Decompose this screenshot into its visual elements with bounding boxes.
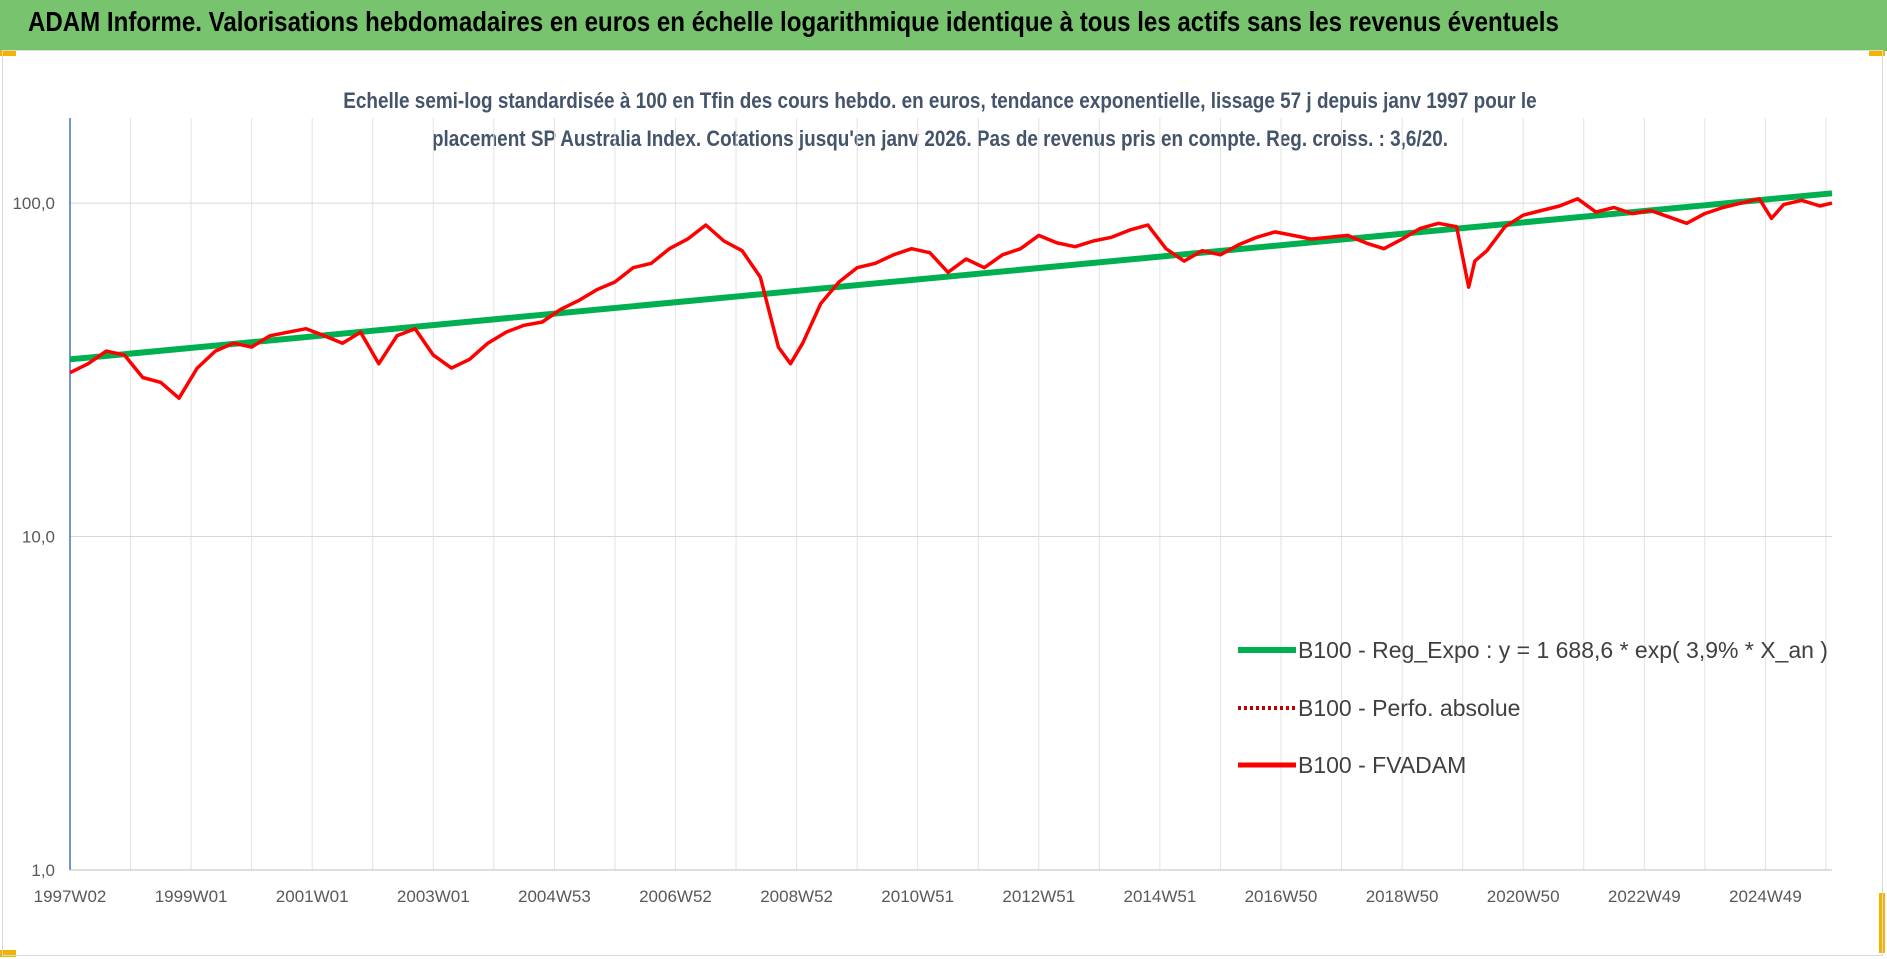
x-tick-label: 2004W53 <box>518 887 591 906</box>
x-tick-label: 2012W51 <box>1002 887 1075 906</box>
y-tick-label: 10,0 <box>22 528 55 547</box>
legend-label-perfo: B100 - Perfo. absolue <box>1298 695 1520 721</box>
x-tick-label: 2018W50 <box>1366 887 1439 906</box>
page-title: ADAM Informe. Valorisations hebdomadaire… <box>28 6 1559 37</box>
y-tick-label: 1,0 <box>31 861 55 880</box>
series-line-fvadam <box>69 197 1833 400</box>
chart-title-line-2: placement SP Australia Index. Cotations … <box>431 126 1449 151</box>
x-tick-label: 2010W51 <box>881 887 954 906</box>
x-tick-label: 2006W52 <box>639 887 712 906</box>
x-tick-label: 1999W01 <box>155 887 228 906</box>
corner-marker-top-right <box>1869 50 1885 56</box>
corner-marker-bottom-left <box>0 950 16 957</box>
x-tick-label: 2020W50 <box>1487 887 1560 906</box>
x-tick-label: 2022W49 <box>1608 887 1681 906</box>
x-tick-label: 2016W50 <box>1245 887 1318 906</box>
x-tick-label: 2014W51 <box>1124 887 1197 906</box>
chart-title: Echelle semi-log standardisée à 100 en T… <box>304 82 1577 158</box>
chart-title-line-1: Echelle semi-log standardisée à 100 en T… <box>343 88 1537 113</box>
x-tick-label: 2001W01 <box>276 887 349 906</box>
chart-frame <box>2 50 1883 956</box>
series-line-regression <box>69 190 1833 363</box>
y-tick-label: 100,0 <box>12 194 55 213</box>
corner-marker-top-left <box>0 50 16 56</box>
x-tick-label: 2008W52 <box>760 887 833 906</box>
legend-label-fvadam: B100 - FVADAM <box>1298 752 1466 778</box>
x-tick-label: 2024W49 <box>1729 887 1802 906</box>
x-tick-label: 1997W02 <box>34 887 107 906</box>
x-tick-label: 2003W01 <box>397 887 470 906</box>
legend-label-regression: B100 - Reg_Expo : y = 1 688,6 * exp( 3,9… <box>1298 637 1828 663</box>
